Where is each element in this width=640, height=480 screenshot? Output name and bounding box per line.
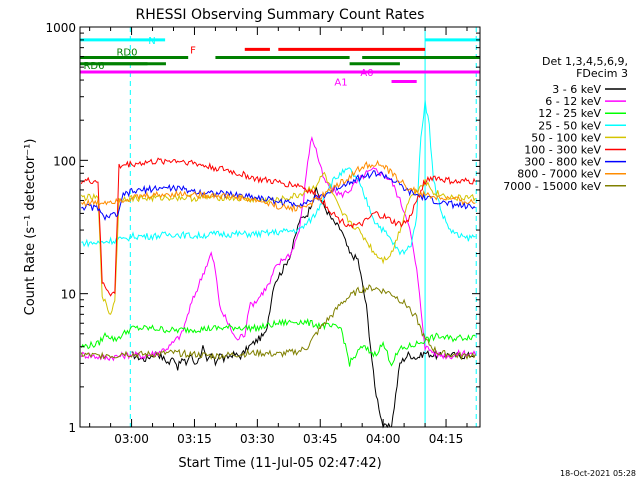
series-line-0 xyxy=(131,186,476,429)
y-tick-label-3: 1000 xyxy=(45,21,76,35)
y-tick-label-2: 100 xyxy=(53,154,76,168)
x-tick-label-1: 03:15 xyxy=(177,432,212,446)
series-line-8 xyxy=(80,284,476,361)
x-tick-label-0: 03:00 xyxy=(114,432,149,446)
legend-label-1: 6 - 12 keV xyxy=(545,95,601,108)
y-axis-label: Count Rate (s⁻¹ detector⁻¹) xyxy=(23,139,38,316)
series-line-7 xyxy=(80,159,476,213)
legend-label-4: 50 - 100 keV xyxy=(531,131,601,144)
plot-frame xyxy=(79,26,481,428)
chart-title: RHESSI Observing Summary Count Rates xyxy=(136,7,425,23)
y-tick-label-1: 10 xyxy=(61,288,76,302)
state-bar-label-rd6: RD6 xyxy=(83,61,104,72)
legend-label-3: 25 - 50 keV xyxy=(538,119,601,132)
series-line-2 xyxy=(80,317,476,367)
x-tick-label-5: 04:15 xyxy=(429,432,464,446)
series-line-6 xyxy=(81,170,476,221)
legend-label-8: 7000 - 15000 keV xyxy=(503,180,601,193)
y-axis: 1 10 100 1000 xyxy=(45,21,480,435)
series-line-3 xyxy=(81,100,476,256)
x-tick-label-3: 03:45 xyxy=(303,432,338,446)
legend-header-0: Det 1,3,4,5,6,9, xyxy=(542,55,628,68)
x-tick-label-4: 04:00 xyxy=(366,432,401,446)
x-tick-label-2: 03:30 xyxy=(240,432,275,446)
x-axis-label: Start Time (11-Jul-05 02:47:42) xyxy=(178,456,381,471)
state-bar-label-f: F xyxy=(190,45,196,56)
state-bar-label-rd0: RD0 xyxy=(116,48,137,59)
legend-label-5: 100 - 300 keV xyxy=(524,144,601,157)
y-tick-label-0: 1 xyxy=(68,421,76,435)
legend-label-7: 800 - 7000 keV xyxy=(517,168,601,181)
series-line-4 xyxy=(80,171,476,315)
footer-timestamp: 18-Oct-2021 05:28 xyxy=(560,469,636,478)
legend-label-0: 3 - 6 keV xyxy=(552,83,601,96)
x-axis: 03:00 03:15 03:30 03:45 04:00 04:15 xyxy=(89,27,468,446)
legend-header-1: FDecim 3 xyxy=(576,67,628,80)
instrument-state-bars: N F RD0 RD6 A0 A1 xyxy=(80,36,480,89)
legend-label-6: 300 - 800 keV xyxy=(524,156,601,169)
series-line-5 xyxy=(80,157,476,297)
series-layer xyxy=(80,100,476,429)
state-bar-label-a0: A0 xyxy=(360,68,373,79)
state-bar-label-n: N xyxy=(148,36,155,47)
state-bar-label-a1: A1 xyxy=(334,78,347,89)
legend-label-2: 12 - 25 keV xyxy=(538,107,601,120)
